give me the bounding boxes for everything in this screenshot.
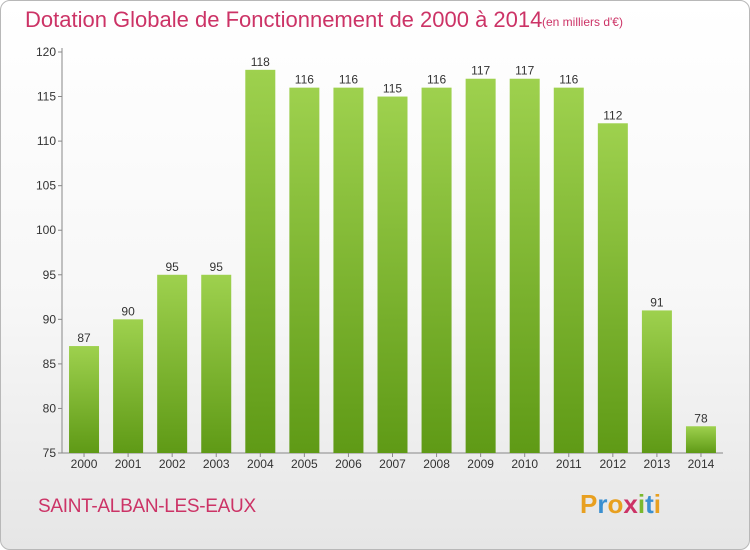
bar-2006 (333, 87, 364, 454)
bar-2003 (201, 274, 232, 453)
y-tick-label: 90 (43, 312, 57, 326)
commune-name: SAINT-ALBAN-LES-EAUX (38, 496, 256, 517)
y-tick-label: 110 (37, 134, 56, 148)
y-tick-label: 75 (43, 446, 57, 460)
data-label: 112 (603, 108, 622, 122)
y-tick-label: 115 (37, 90, 56, 104)
x-tick-label: 2004 (247, 457, 274, 471)
data-label: 95 (165, 260, 179, 274)
data-label: 95 (210, 260, 224, 274)
data-label: 116 (295, 73, 314, 87)
chart-title: Dotation Globale de Fonctionnement de 20… (25, 7, 543, 32)
bar-2007 (377, 96, 408, 454)
data-label: 78 (694, 411, 708, 425)
data-label: 116 (559, 73, 578, 87)
data-label: 87 (77, 331, 91, 345)
data-label: 118 (251, 55, 270, 69)
x-tick-label: 2005 (291, 457, 318, 471)
x-tick-label: 2011 (556, 457, 582, 471)
x-tick-label: 2000 (71, 457, 98, 471)
logo-letter: P (580, 489, 598, 519)
bar-2005 (289, 87, 320, 454)
bar-2008 (421, 87, 452, 454)
x-tick-label: 2003 (203, 457, 230, 471)
bar-2002 (157, 274, 188, 453)
y-tick-label: 80 (43, 401, 57, 415)
x-tick-label: 2007 (379, 457, 406, 471)
data-label: 91 (650, 295, 664, 309)
x-tick-label: 2013 (644, 457, 671, 471)
chart-axes: 75 80 85 90 95 100 105 110 115 120 2000 2001 2002 200… (36, 45, 723, 471)
bar-2011 (553, 87, 584, 454)
logo-letter: i (653, 489, 661, 519)
data-label: 116 (339, 73, 358, 87)
bar-2010 (509, 78, 540, 453)
x-tick-label: 2012 (599, 457, 626, 471)
data-label: 90 (121, 304, 135, 318)
y-tick-label: 120 (36, 45, 56, 59)
logo-letter: i (637, 489, 646, 519)
bar-2012 (597, 123, 628, 454)
data-label: 115 (383, 82, 402, 96)
bar-2004 (245, 69, 276, 454)
bar-2009 (465, 78, 496, 453)
bar-2014 (685, 426, 716, 453)
chart-bars (69, 69, 716, 454)
logo-letter: o (607, 489, 624, 519)
bar-2001 (113, 319, 144, 453)
y-tick-label: 100 (36, 223, 56, 237)
bar-2000 (69, 346, 100, 453)
x-tick-label: 2010 (511, 457, 538, 471)
chart-data-labels: 87 90 95 95 118 116 116 115 116 117 117 116 112 91 78 (77, 55, 708, 425)
y-tick-label: 105 (36, 179, 56, 193)
logo-letter: x (623, 489, 638, 519)
logo-letter: r (597, 489, 608, 519)
proxiti-logo[interactable]: Proxiti (580, 489, 661, 520)
data-label: 117 (515, 64, 534, 78)
x-tick-label: 2008 (423, 457, 450, 471)
x-tick-label: 2001 (115, 457, 142, 471)
data-label: 117 (471, 64, 490, 78)
x-tick-label: 2009 (467, 457, 494, 471)
data-label: 116 (427, 73, 446, 87)
logo-letter: t (645, 489, 654, 519)
x-tick-label: 2014 (688, 457, 715, 471)
y-tick-label: 85 (43, 357, 57, 371)
y-tick-label: 95 (43, 268, 57, 282)
x-tick-label: 2006 (335, 457, 362, 471)
x-tick-label: 2002 (159, 457, 186, 471)
chart-subtitle: (en milliers d'€) (542, 15, 623, 29)
bar-2013 (641, 310, 672, 453)
